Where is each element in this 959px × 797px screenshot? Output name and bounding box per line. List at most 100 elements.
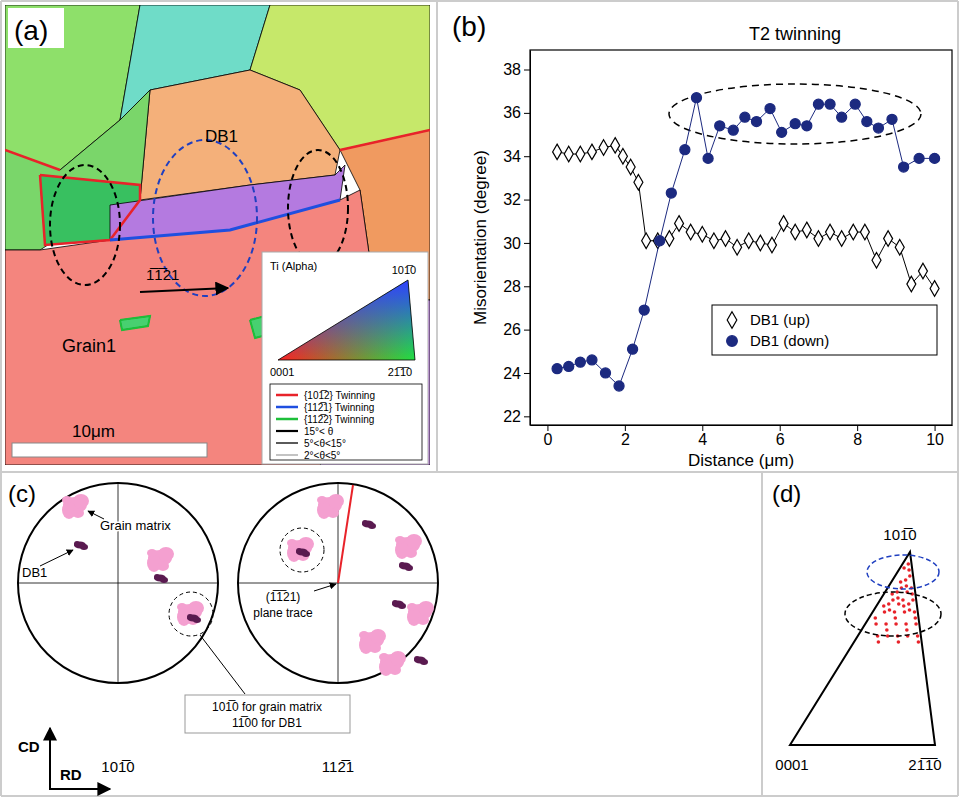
data-point [826,224,835,240]
data-point [849,224,858,240]
cluster-part [302,551,310,557]
orientation-dot [873,616,877,620]
callout-arrow [314,584,336,591]
cluster-part [368,523,376,529]
orientation-dot [899,580,903,584]
data-point [930,153,940,163]
data-point [698,226,707,242]
ipf-key [278,280,415,360]
x-axis: 0246810 [531,425,953,448]
tick-mark [524,70,530,71]
matrix-cluster [147,547,174,572]
data-point [721,231,730,247]
cluster-part [407,603,417,611]
legend-frame [270,384,422,460]
tick-label: 8 [853,431,862,448]
orientation-dot [884,622,888,626]
tick: 30 [503,235,530,252]
cluster-part [317,496,327,504]
separator [0,1,2,796]
db1-cluster [154,574,168,583]
tick: 2 [621,425,630,448]
tick: 4 [698,425,707,448]
corner-label: 21̅1̅0 [388,366,412,378]
orientation-dot [913,610,917,614]
cluster-part [160,577,168,583]
tick: 22 [503,408,530,425]
tick-mark [524,286,530,287]
data-point [599,140,608,156]
tick-label: 24 [503,365,521,382]
orientation-dot [906,562,910,566]
db1-cluster [414,656,428,665]
tick-mark [524,330,530,331]
cluster-part [405,548,417,558]
cluster-part [398,603,406,609]
orientation-dot [907,568,911,572]
data-point [791,224,800,240]
cluster-part [177,603,187,611]
tick: 34 [503,148,530,165]
matrix-cluster [379,651,406,676]
direction-label: 1̅1̅21 [146,266,179,283]
data-point [666,188,676,198]
legend-label: 2°<θ<5° [304,450,340,461]
tick-label: 0 [543,431,552,448]
highlight-ellipse [867,555,939,589]
data-point [575,357,585,367]
legend-line [276,430,298,432]
pole-figure [238,483,438,683]
leader-line [200,635,245,694]
panel-label: (a) [14,15,48,46]
legend-box [262,252,428,464]
data-point [691,93,701,103]
tick-label: 22 [503,408,521,425]
data-point [873,123,883,133]
callout: Grain matrix [100,518,171,533]
tick-label: 2 [621,431,630,448]
separators [0,0,959,797]
data-point [802,222,811,238]
cluster-part [287,539,297,547]
tick: 0 [543,425,552,448]
callout-arrow [40,550,73,566]
legend-line [276,418,298,421]
db1-cluster [187,614,201,623]
sample-axis [49,728,51,789]
cluster-part [327,508,339,518]
label-patch [8,8,64,48]
tick-label: 32 [503,191,521,208]
pole-label: 112̅1 [322,758,354,775]
tick: 10 [926,425,944,448]
legend-label: {101̅2} Twinning [304,390,375,401]
highlight-ellipse [288,150,348,266]
figure-root: (a)DB1Grain11̅1̅2110μmTi (Alpha)101̅0000… [0,0,959,797]
data-point [728,125,738,135]
tick-mark [547,425,548,431]
cluster-part [389,665,401,675]
separator [1,0,958,2]
tick: 8 [853,425,862,448]
callout: (1̅1̅21) [266,590,301,604]
tick-mark [524,113,530,114]
axis-line [531,425,953,426]
legend-label: DB1 (up) [750,311,810,328]
data-point [918,263,927,279]
data-point [862,116,872,126]
cluster-part [395,536,405,544]
orientation-dot [905,584,909,588]
cluster-part [193,617,201,623]
legend-line [276,442,298,443]
data-point [744,233,753,249]
data-point [907,276,916,292]
tick-label: 26 [503,321,521,338]
y-axis: 222426283032343638 [503,51,530,426]
data-point [614,381,624,391]
data-point [709,233,718,249]
legend-label: {112̅1} Twinning [304,402,374,413]
data-point [587,144,596,160]
data-point [715,121,725,131]
cluster-part [157,561,169,571]
data-point [790,119,800,129]
axis-title: Distance (μm) [688,451,794,470]
